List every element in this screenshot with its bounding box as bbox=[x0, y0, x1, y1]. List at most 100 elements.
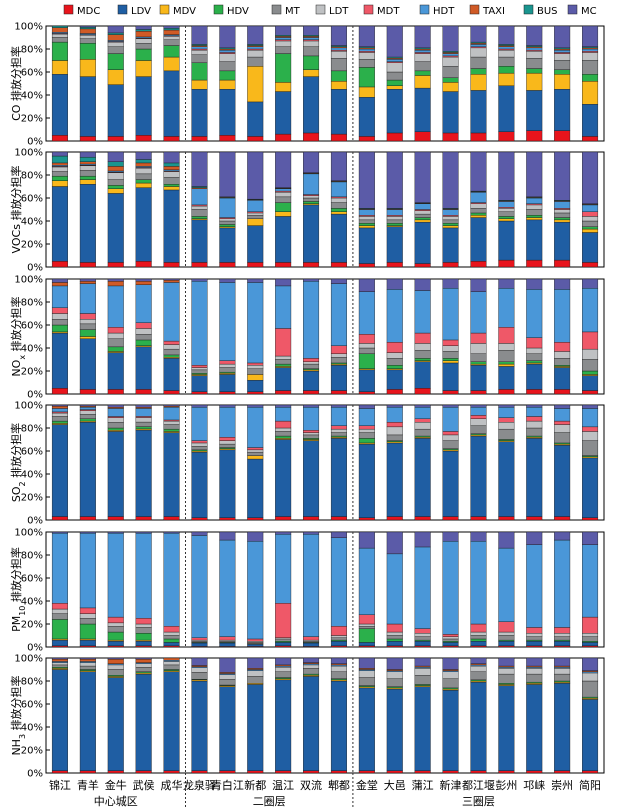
bar-segment-蒲江-ldt bbox=[414, 343, 431, 351]
bar-segment-新津-ldv bbox=[442, 362, 459, 391]
bar-segment-蒲江-mdc bbox=[414, 770, 431, 774]
bar-segment-新都-mt bbox=[247, 676, 264, 684]
bar-segment-金堂-mdc bbox=[358, 136, 375, 142]
y-tick-label: 0% bbox=[27, 390, 43, 401]
bar-segment-金堂-mdt bbox=[358, 425, 375, 430]
bar-segment-武侯-mt bbox=[135, 667, 152, 673]
bar-segment-郫都-mt bbox=[330, 432, 347, 437]
bar-segment-成华-mdt bbox=[163, 340, 180, 345]
bar-segment-新都-hdt bbox=[247, 46, 264, 50]
bar-segment-邛崃-hdt bbox=[526, 407, 543, 417]
bar-segment-邛崃-mc bbox=[526, 278, 543, 290]
bar-segment-温江-ldv bbox=[275, 642, 292, 647]
bar-segment-蒲江-mc bbox=[414, 657, 431, 667]
bar-segment-都江堰-mt bbox=[470, 353, 487, 363]
bar-segment-彭州-mdc bbox=[498, 389, 515, 395]
bar-segment-金牛-mdc bbox=[107, 516, 124, 521]
bar-segment-龙泉驿-mdc bbox=[191, 136, 208, 142]
bar-segment-都江堰-ldv bbox=[470, 435, 487, 517]
bar-segment-崇州-mt bbox=[554, 60, 571, 70]
bar-segment-都江堰-ldt bbox=[470, 631, 487, 636]
y-tick-label: 60% bbox=[21, 68, 43, 79]
bar-segment-大邑-hdv bbox=[386, 79, 403, 87]
bar-segment-青白江-mc bbox=[219, 278, 236, 283]
bar-segment-金堂-mdc bbox=[358, 770, 375, 774]
bar-segment-锦江-mdc bbox=[51, 135, 68, 142]
bar-segment-新都-ldt bbox=[247, 365, 264, 369]
bar-segment-彭州-ldv bbox=[498, 366, 515, 390]
bar-segment-温江-mt bbox=[275, 431, 292, 437]
bar-segment-都江堰-mt bbox=[470, 56, 487, 69]
bar-segment-温江-mc bbox=[275, 278, 292, 287]
bar-segment-温江-mdc bbox=[275, 133, 292, 142]
bar-segment-青白江-ldv bbox=[219, 227, 236, 263]
bar-segment-崇州-mdc bbox=[554, 259, 571, 268]
bar-segment-青白江-mt bbox=[219, 679, 236, 686]
bar-segment-成华-ldt bbox=[163, 661, 180, 666]
bar-segment-蒲江-ldt bbox=[414, 210, 431, 215]
y-tick-label: 100% bbox=[14, 22, 43, 33]
bar-segment-新都-hdt bbox=[247, 200, 264, 213]
bar-segment-青白江-mc bbox=[219, 25, 236, 49]
bar-segment-青羊-mt bbox=[79, 323, 96, 330]
bar-segment-邛崃-mdc bbox=[526, 130, 543, 142]
bar-segment-新都-mt bbox=[247, 215, 264, 219]
bar-segment-青羊-hdt bbox=[79, 283, 96, 314]
bar-segment-青羊-mt bbox=[79, 665, 96, 670]
group-label: 中心城区 bbox=[94, 795, 138, 808]
bar-segment-锦江-mt bbox=[51, 613, 68, 620]
bar-segment-青羊-mc bbox=[79, 531, 96, 534]
bar-segment-双流-mt bbox=[303, 363, 320, 369]
bar-segment-温江-mt bbox=[275, 196, 292, 203]
x-tick-label: 锦江 bbox=[49, 778, 71, 792]
bar-segment-锦江-ldt bbox=[51, 608, 68, 614]
bar-segment-龙泉驿-mdt bbox=[191, 637, 208, 641]
bar-segment-金牛-ldv bbox=[107, 84, 124, 137]
bar-segment-简阳-mc bbox=[582, 151, 599, 204]
bar-segment-成华-mdv bbox=[163, 56, 180, 72]
panels: 0% 20% 40% 60% 80% 100% CO 排放分担率 0% 20% 40% 60% 80%… bbox=[9, 22, 605, 780]
bar-segment-青羊-mc bbox=[79, 404, 96, 407]
bar-segment-大邑-hdt bbox=[386, 289, 403, 343]
bar-segment-邛崃-hdt bbox=[526, 197, 543, 204]
bar-segment-都江堰-hdt bbox=[470, 291, 487, 334]
bar-segment-蒲江-hdv bbox=[414, 70, 431, 76]
bar-segment-金堂-hdt bbox=[358, 48, 375, 52]
bar-segment-大邑-hdt bbox=[386, 209, 403, 216]
legend-label-mdc: MDC bbox=[77, 6, 100, 17]
bar-segment-武侯-taxi bbox=[135, 281, 152, 285]
panel-3: 0% 20% 40% 60% 80% 100% NOx 排放分担率 bbox=[9, 275, 605, 401]
bar-segment-新津-ldv bbox=[442, 642, 459, 647]
bar-segment-温江-ldt bbox=[275, 427, 292, 432]
bar-segment-彭州-ldt bbox=[498, 422, 515, 430]
bar-segment-龙泉驿-hdt bbox=[191, 535, 208, 639]
bar-segment-双流-mc bbox=[303, 25, 320, 36]
bar-segment-金堂-ldv bbox=[358, 642, 375, 647]
bar-segment-邛崃-mdv bbox=[526, 217, 543, 221]
bar-segment-都江堰-ldv bbox=[470, 90, 487, 134]
bar-segment-金牛-taxi bbox=[107, 658, 124, 664]
legend-label-mt: MT bbox=[285, 6, 301, 17]
bar-segment-都江堰-mt bbox=[470, 425, 487, 434]
legend-label-mc: MC bbox=[581, 6, 597, 17]
bar-segment-都江堰-mdc bbox=[470, 770, 487, 774]
bar-segment-武侯-hdv bbox=[135, 633, 152, 641]
bar-segment-郫都-mc bbox=[330, 25, 347, 46]
bar-segment-崇州-hdv bbox=[554, 217, 571, 221]
bar-segment-金牛-bus bbox=[107, 161, 124, 167]
bar-segment-郫都-ldv bbox=[330, 641, 347, 647]
bar-segment-锦江-ldt bbox=[51, 662, 68, 666]
bar-segment-成华-mt bbox=[163, 177, 180, 185]
bar-segment-邛崃-mdv bbox=[526, 72, 543, 91]
bar-segment-彭州-mdc bbox=[498, 770, 515, 774]
x-tick-label: 双流 bbox=[300, 778, 322, 792]
bar-segment-崇州-ldv bbox=[554, 89, 571, 131]
bar-segment-青羊-mt bbox=[79, 414, 96, 420]
bar-segment-青羊-ldv bbox=[79, 639, 96, 647]
bar-segment-青羊-ldt bbox=[79, 319, 96, 325]
bar-segment-都江堰-mc bbox=[470, 151, 487, 192]
bar-segment-锦江-hdv bbox=[51, 619, 68, 640]
bar-segment-蒲江-mc bbox=[414, 278, 431, 291]
bar-segment-成华-mdv bbox=[163, 186, 180, 191]
bar-segment-邛崃-mc bbox=[526, 404, 543, 408]
